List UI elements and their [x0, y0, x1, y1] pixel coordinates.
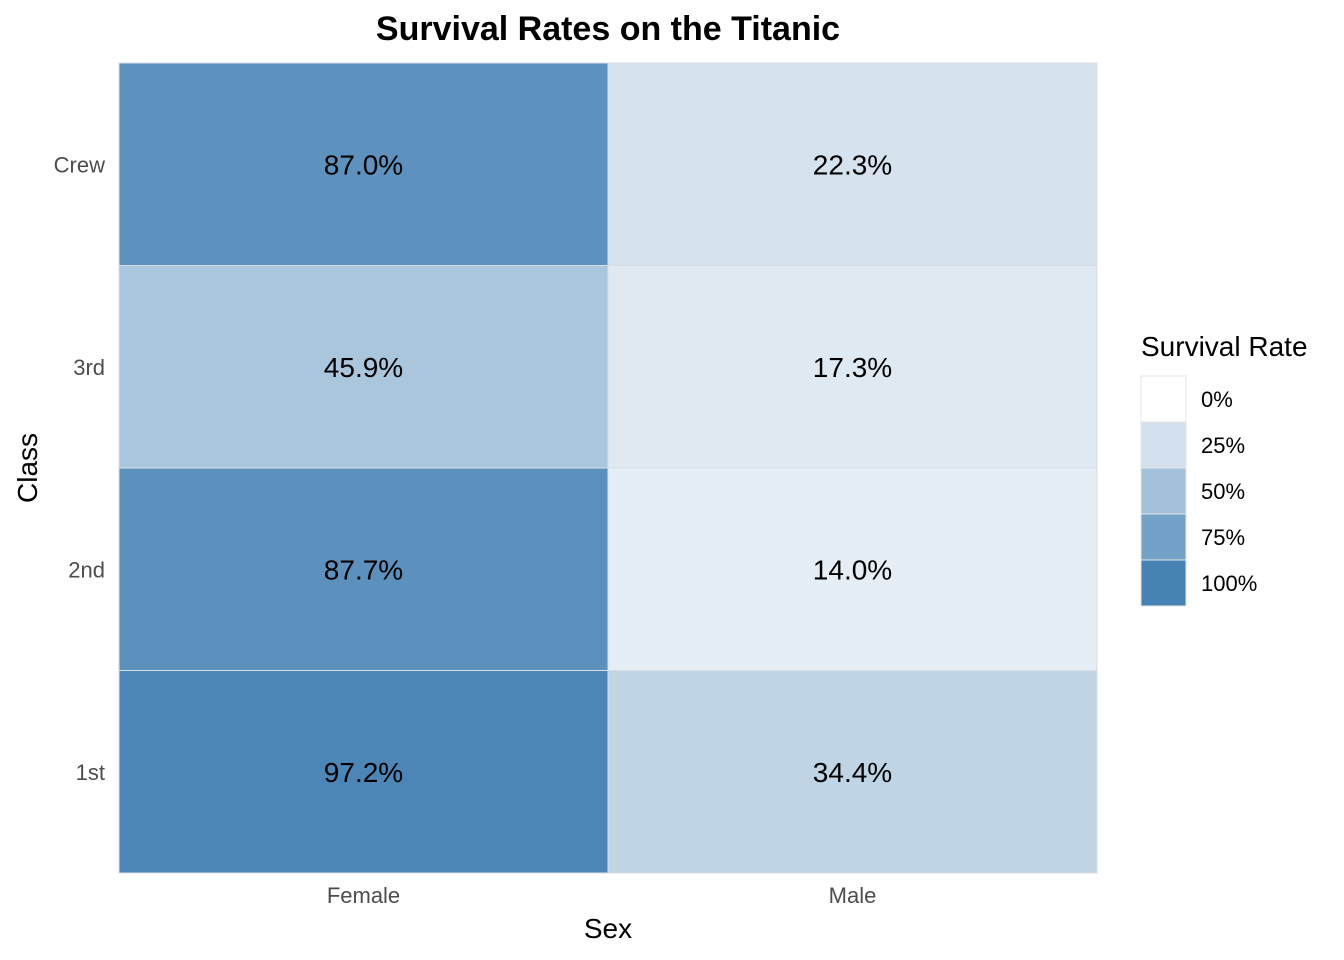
y-tick-label: Crew	[54, 152, 105, 177]
x-tick-label: Female	[327, 883, 400, 908]
legend-key-swatch	[1140, 375, 1187, 423]
legend-key-swatch	[1140, 513, 1187, 561]
heatmap-cell-male-3rd	[607, 265, 1098, 469]
y-tick-label: 3rd	[73, 355, 105, 380]
legend-key-swatch	[1140, 421, 1187, 469]
legend-key-label: 50%	[1201, 479, 1245, 504]
cell-value-label: 87.7%	[324, 554, 403, 585]
cell-value-label: 87.0%	[324, 149, 403, 180]
legend-key-label: 75%	[1201, 525, 1245, 550]
cell-value-label: 97.2%	[324, 757, 403, 788]
legend-key-swatch	[1140, 559, 1187, 607]
heatmap-cell-male-2nd	[607, 467, 1098, 671]
heatmap-cell-female-1st	[118, 670, 609, 874]
x-axis-ticks: Female Male	[327, 883, 877, 908]
legend-key-label: 100%	[1201, 571, 1257, 596]
cell-value-label: 17.3%	[813, 352, 892, 383]
heatmap-cell-male-crew	[607, 62, 1098, 266]
y-axis-ticks: 1st 2nd 3rd Crew	[54, 152, 105, 785]
heatmap-cell-female-3rd	[118, 265, 609, 469]
y-tick-label: 2nd	[68, 557, 105, 582]
heatmap-cell-female-crew	[118, 62, 609, 266]
legend-key-label: 25%	[1201, 433, 1245, 458]
x-tick-label: Male	[829, 883, 877, 908]
chart-title: Survival Rates on the Titanic	[376, 10, 840, 48]
cell-value-label: 45.9%	[324, 352, 403, 383]
legend-key-label: 0%	[1201, 387, 1233, 412]
x-axis-title: Sex	[584, 913, 632, 944]
y-axis-title: Class	[12, 433, 43, 503]
legend-key-swatch	[1140, 467, 1187, 515]
heatmap-cells	[118, 62, 1098, 874]
heatmap-cell-male-1st	[607, 670, 1098, 874]
heatmap-cell-female-2nd	[118, 467, 609, 671]
cell-value-label: 34.4%	[813, 757, 892, 788]
cell-value-label: 14.0%	[813, 554, 892, 585]
cell-value-label: 22.3%	[813, 149, 892, 180]
y-tick-label: 1st	[76, 760, 105, 785]
heatmap-cell-labels: 87.0% 22.3% 45.9% 17.3% 87.7% 14.0% 97.2% 34.4%	[324, 149, 892, 788]
legend-title: Survival Rate	[1141, 331, 1308, 362]
legend: Survival Rate 0% 25% 50% 75% 100%	[1140, 331, 1308, 607]
